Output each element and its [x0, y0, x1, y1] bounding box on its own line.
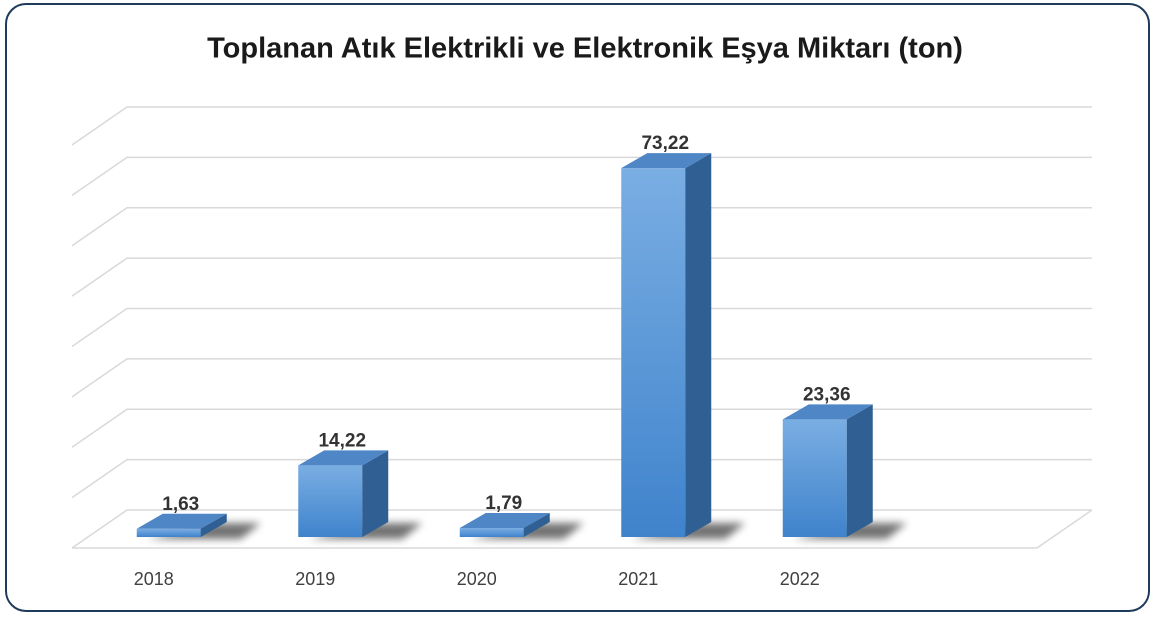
grid-line — [71, 307, 1092, 348]
grid-line — [71, 358, 1092, 398]
x-tick-label: 2020 — [457, 569, 497, 589]
bar-side — [362, 450, 389, 537]
chart-title: Toplanan Atık Elektrikli ve Elektronik E… — [207, 33, 963, 65]
bar-side — [685, 153, 712, 538]
data-label: 73,22 — [641, 133, 689, 154]
grid-line — [71, 408, 1092, 448]
grid-line — [71, 207, 1092, 247]
floor-edge — [1036, 509, 1093, 549]
bars: 1,63 2018 14,22 2019 1,79 2020 73,22 2021 23,36 2… — [134, 133, 907, 589]
bar-top — [298, 450, 389, 466]
bar-top — [621, 153, 712, 169]
bar — [459, 527, 524, 537]
grid-line — [71, 106, 1092, 146]
bar-side — [846, 404, 873, 537]
grid-line — [71, 509, 1092, 549]
x-tick-label: 2019 — [295, 569, 335, 589]
data-label: 23,36 — [803, 384, 851, 405]
data-label: 1,79 — [485, 493, 522, 514]
bar-side — [200, 513, 227, 537]
bar — [621, 168, 686, 538]
grid-line — [71, 257, 1092, 297]
bar — [782, 419, 847, 537]
data-label: 14,22 — [318, 430, 366, 451]
bar-top — [459, 512, 550, 528]
x-tick-label: 2018 — [134, 569, 174, 589]
x-tick-label: 2021 — [618, 569, 658, 589]
bar-top — [782, 404, 873, 420]
grid-line — [71, 156, 1092, 196]
bar-side — [523, 512, 550, 537]
data-label: 1,63 — [162, 494, 199, 515]
bar — [136, 528, 201, 537]
bar-top — [136, 513, 227, 529]
grid-line — [71, 458, 1092, 499]
bar — [298, 465, 363, 537]
grid — [71, 106, 1092, 549]
x-tick-label: 2022 — [780, 569, 820, 589]
